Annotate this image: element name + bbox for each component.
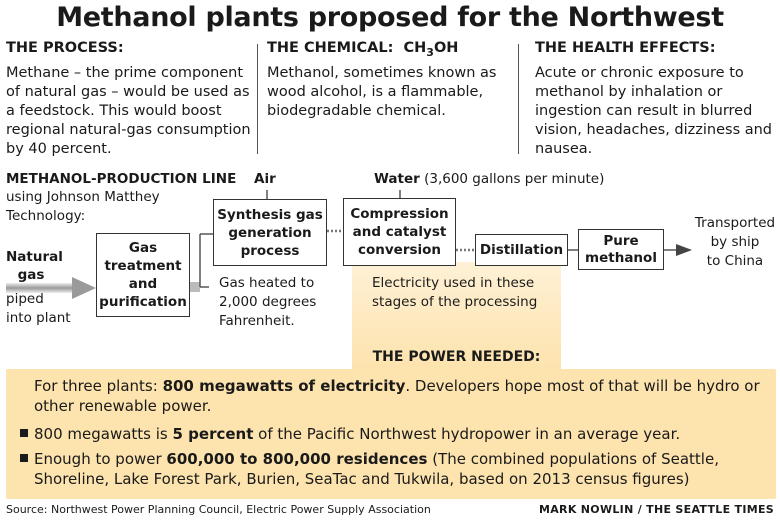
process-line: a feedstock. This would boost [6,103,222,119]
process-line: by 40 percent. [6,141,112,157]
power-bullet-1: 800 megawatts is 5 percent of the Pacifi… [20,424,680,444]
health-line: vision, headaches, dizziness and [535,122,773,138]
compression-box: Compression and catalyst conversion [343,198,456,266]
synthesis-gas-box: Synthesis gas generation process [213,199,327,266]
formula: CH [403,40,427,56]
chemical-heading: THE CHEMICAL: CH3OH [267,40,459,59]
air-label: Air [254,171,276,187]
process-line: of natural gas – would be used as [6,84,250,100]
process-text: Methane – the prime component of natural… [6,64,251,159]
health-heading: THE HEALTH EFFECTS: [535,40,716,56]
power-bullet-2: Enough to power 600,000 to 800,000 resid… [20,449,719,489]
bullet-square-icon [20,454,28,462]
input-arrow [6,277,96,299]
health-line: methanol by inhalation or [535,84,723,100]
gas-treatment-box: Gas treatment and purification [96,233,190,317]
bullet-square-icon [20,429,28,437]
electricity-note: Electricity used in these stages of the … [372,275,538,310]
pipe-dash [190,282,200,292]
health-line: ingestion can result in blurred [535,103,753,119]
output-arrow [664,244,692,256]
health-line: Acute or chronic exposure to [535,65,744,81]
process-line: regional natural-gas consumption [6,122,251,138]
production-heading: METHANOL-PRODUCTION LINE [6,171,237,187]
distillation-box: Distillation [475,234,568,266]
synthesis-note: Gas heated to 2,000 degrees Fahrenheit. [219,275,317,329]
column-divider [257,44,258,154]
pure-methanol-box: Pure methanol [578,229,664,270]
power-heading: THE POWER NEEDED: [372,349,541,365]
source-line: Source: Northwest Power Planning Council… [6,503,431,516]
transport-note: Transported by ship to China [694,215,776,269]
power-panel [6,369,776,499]
water-label: Water (3,600 gallons per minute) [374,171,605,187]
process-line: Methane – the prime component [6,65,244,81]
health-text: Acute or chronic exposure to methanol by… [535,64,772,159]
health-line: nausea. [535,141,593,157]
column-divider [518,44,519,154]
production-subheading: using Johnson Matthey Technology: [6,189,160,224]
electricity-highlight [352,262,561,370]
page-title: Methanol plants proposed for the Northwe… [56,2,724,33]
chemical-line: biodegradable chemical. [267,103,446,119]
natural-gas-note: piped into plant [6,291,71,326]
credit-line: MARK NOWLIN / THE SEATTLE TIMES [539,503,774,516]
chemical-line: wood alcohol, is a flammable, [267,84,484,100]
process-heading: THE PROCESS: [6,40,124,56]
power-intro: For three plants: 800 megawatts of elect… [34,377,760,415]
natural-gas-label: Natural gas [6,249,63,283]
chemical-text: Methanol, sometimes known as wood alcoho… [267,64,496,121]
chemical-line: Methanol, sometimes known as [267,65,497,81]
